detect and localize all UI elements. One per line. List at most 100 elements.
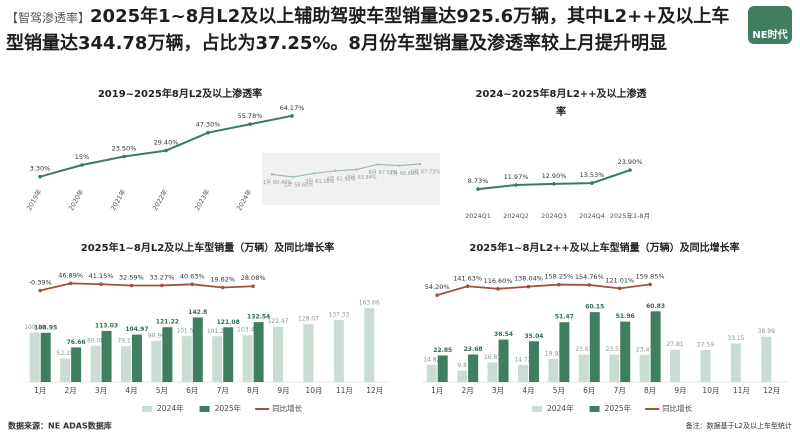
bar — [639, 354, 650, 382]
value-label: 79.17 — [117, 338, 134, 345]
x-tick-label: 2025年1-8月 — [610, 211, 650, 220]
bar — [192, 317, 203, 382]
value-label: 90.96 — [148, 332, 165, 339]
x-tick-label: 2月 — [461, 386, 473, 395]
value-label: 36.54 — [494, 331, 513, 338]
header: 【智驾渗透率】2025年1~8月L2及以上辅助驾驶车型销量达925.6万辆，其中… — [6, 4, 741, 56]
value-label: 41.15% — [89, 272, 114, 280]
value-label: 3.30% — [30, 165, 51, 173]
x-tick-label: 2022年 — [150, 187, 170, 212]
x-tick-label: 9月 — [674, 386, 686, 395]
point — [397, 164, 401, 167]
bar — [700, 349, 711, 382]
legend-label: 2024年 — [157, 403, 184, 413]
bar — [101, 330, 112, 382]
bar — [498, 339, 509, 382]
logo: NE时代 — [748, 6, 792, 44]
value-label: 154.76% — [575, 273, 604, 281]
value-label: 35.04 — [524, 333, 543, 340]
value-label: 80.08 — [87, 337, 104, 344]
point — [129, 283, 134, 288]
value-label: 9.8 — [457, 362, 467, 369]
value-label: 19.93 — [545, 350, 562, 357]
point — [465, 284, 470, 289]
bar — [40, 332, 51, 382]
value-label: 23.90% — [618, 158, 643, 166]
value-label: 14.72 — [514, 356, 531, 363]
point — [552, 182, 556, 186]
bar — [578, 354, 589, 382]
x-tick-label: 4月 — [125, 386, 137, 395]
bar — [151, 340, 162, 382]
value-label: 23.51 — [606, 346, 623, 353]
bar — [437, 355, 448, 382]
category-label: 7月 — [390, 171, 398, 177]
legend-label: 2025年 — [215, 403, 242, 413]
value-label: 23.50% — [112, 145, 137, 153]
bar — [131, 334, 142, 382]
bar — [650, 311, 661, 382]
line — [40, 282, 254, 292]
bar — [273, 326, 284, 382]
x-tick-label: 3月 — [95, 386, 107, 395]
bar — [364, 308, 375, 382]
bar — [670, 349, 681, 382]
value-label: 12.90% — [542, 172, 567, 180]
x-tick-label: 1月 — [34, 386, 46, 395]
x-tick-label: 6月 — [583, 386, 595, 395]
bar — [29, 332, 40, 382]
bar — [487, 362, 498, 382]
x-tick-label: 8月 — [247, 386, 259, 395]
point — [628, 168, 632, 172]
point — [496, 287, 500, 291]
value-label: 23.68 — [464, 346, 483, 353]
legend-label: 2025年 — [605, 403, 632, 413]
bar — [468, 354, 479, 382]
bar — [181, 336, 192, 382]
point — [590, 181, 594, 185]
x-tick-label: 5月 — [156, 386, 168, 395]
value-label: 19.62% — [210, 276, 235, 284]
point — [334, 169, 337, 173]
value-label: 52.19 — [57, 350, 74, 357]
value-label: 116.60% — [484, 277, 513, 285]
value-label: 121.08 — [217, 319, 240, 326]
legend-swatch — [532, 406, 542, 412]
value-label: 142.8 — [188, 309, 207, 316]
point — [99, 282, 103, 287]
value-label: 61.16% — [315, 179, 334, 185]
value-label: 67.52% — [379, 170, 398, 176]
value-label: 113.03 — [95, 322, 118, 329]
bar — [457, 370, 468, 382]
x-tick-label: 2021年 — [108, 187, 128, 212]
source: 数据来源：NE ADAS数据库 — [8, 421, 112, 431]
point — [38, 288, 43, 293]
value-label: 62.92% — [336, 176, 355, 182]
value-label: -0.39% — [29, 279, 52, 287]
value-label: 104.97 — [125, 326, 148, 333]
bar — [253, 322, 264, 382]
header-tag: 【智驾渗透率】 — [6, 11, 91, 25]
value-label: 27.59 — [697, 341, 714, 348]
bar — [162, 327, 173, 382]
point — [270, 173, 274, 176]
chart-title: 2025年1~8月L2及以上车型销量（万辆）及同比增长率 — [80, 243, 335, 254]
x-tick-label: 11月 — [336, 386, 353, 395]
point — [476, 187, 480, 191]
value-label: 163.66 — [359, 300, 380, 307]
chart-title: 2019~2025年8月L2及以上渗透率 — [97, 89, 263, 100]
x-tick-label: 8月 — [644, 386, 656, 395]
point — [160, 283, 164, 288]
bar — [223, 327, 234, 382]
chart-title: 2025年1~8月L2++及以上车型销量（万辆）及同比增长率 — [469, 243, 740, 254]
value-label: 8.73% — [468, 177, 489, 185]
value-label: 46.89% — [58, 271, 83, 279]
bar — [71, 347, 82, 382]
bar — [242, 335, 253, 382]
value-label: 101.54 — [176, 328, 197, 335]
point — [355, 168, 358, 171]
value-label: 29.40% — [154, 139, 179, 147]
value-label: 47.30% — [196, 121, 221, 129]
point — [418, 162, 422, 166]
